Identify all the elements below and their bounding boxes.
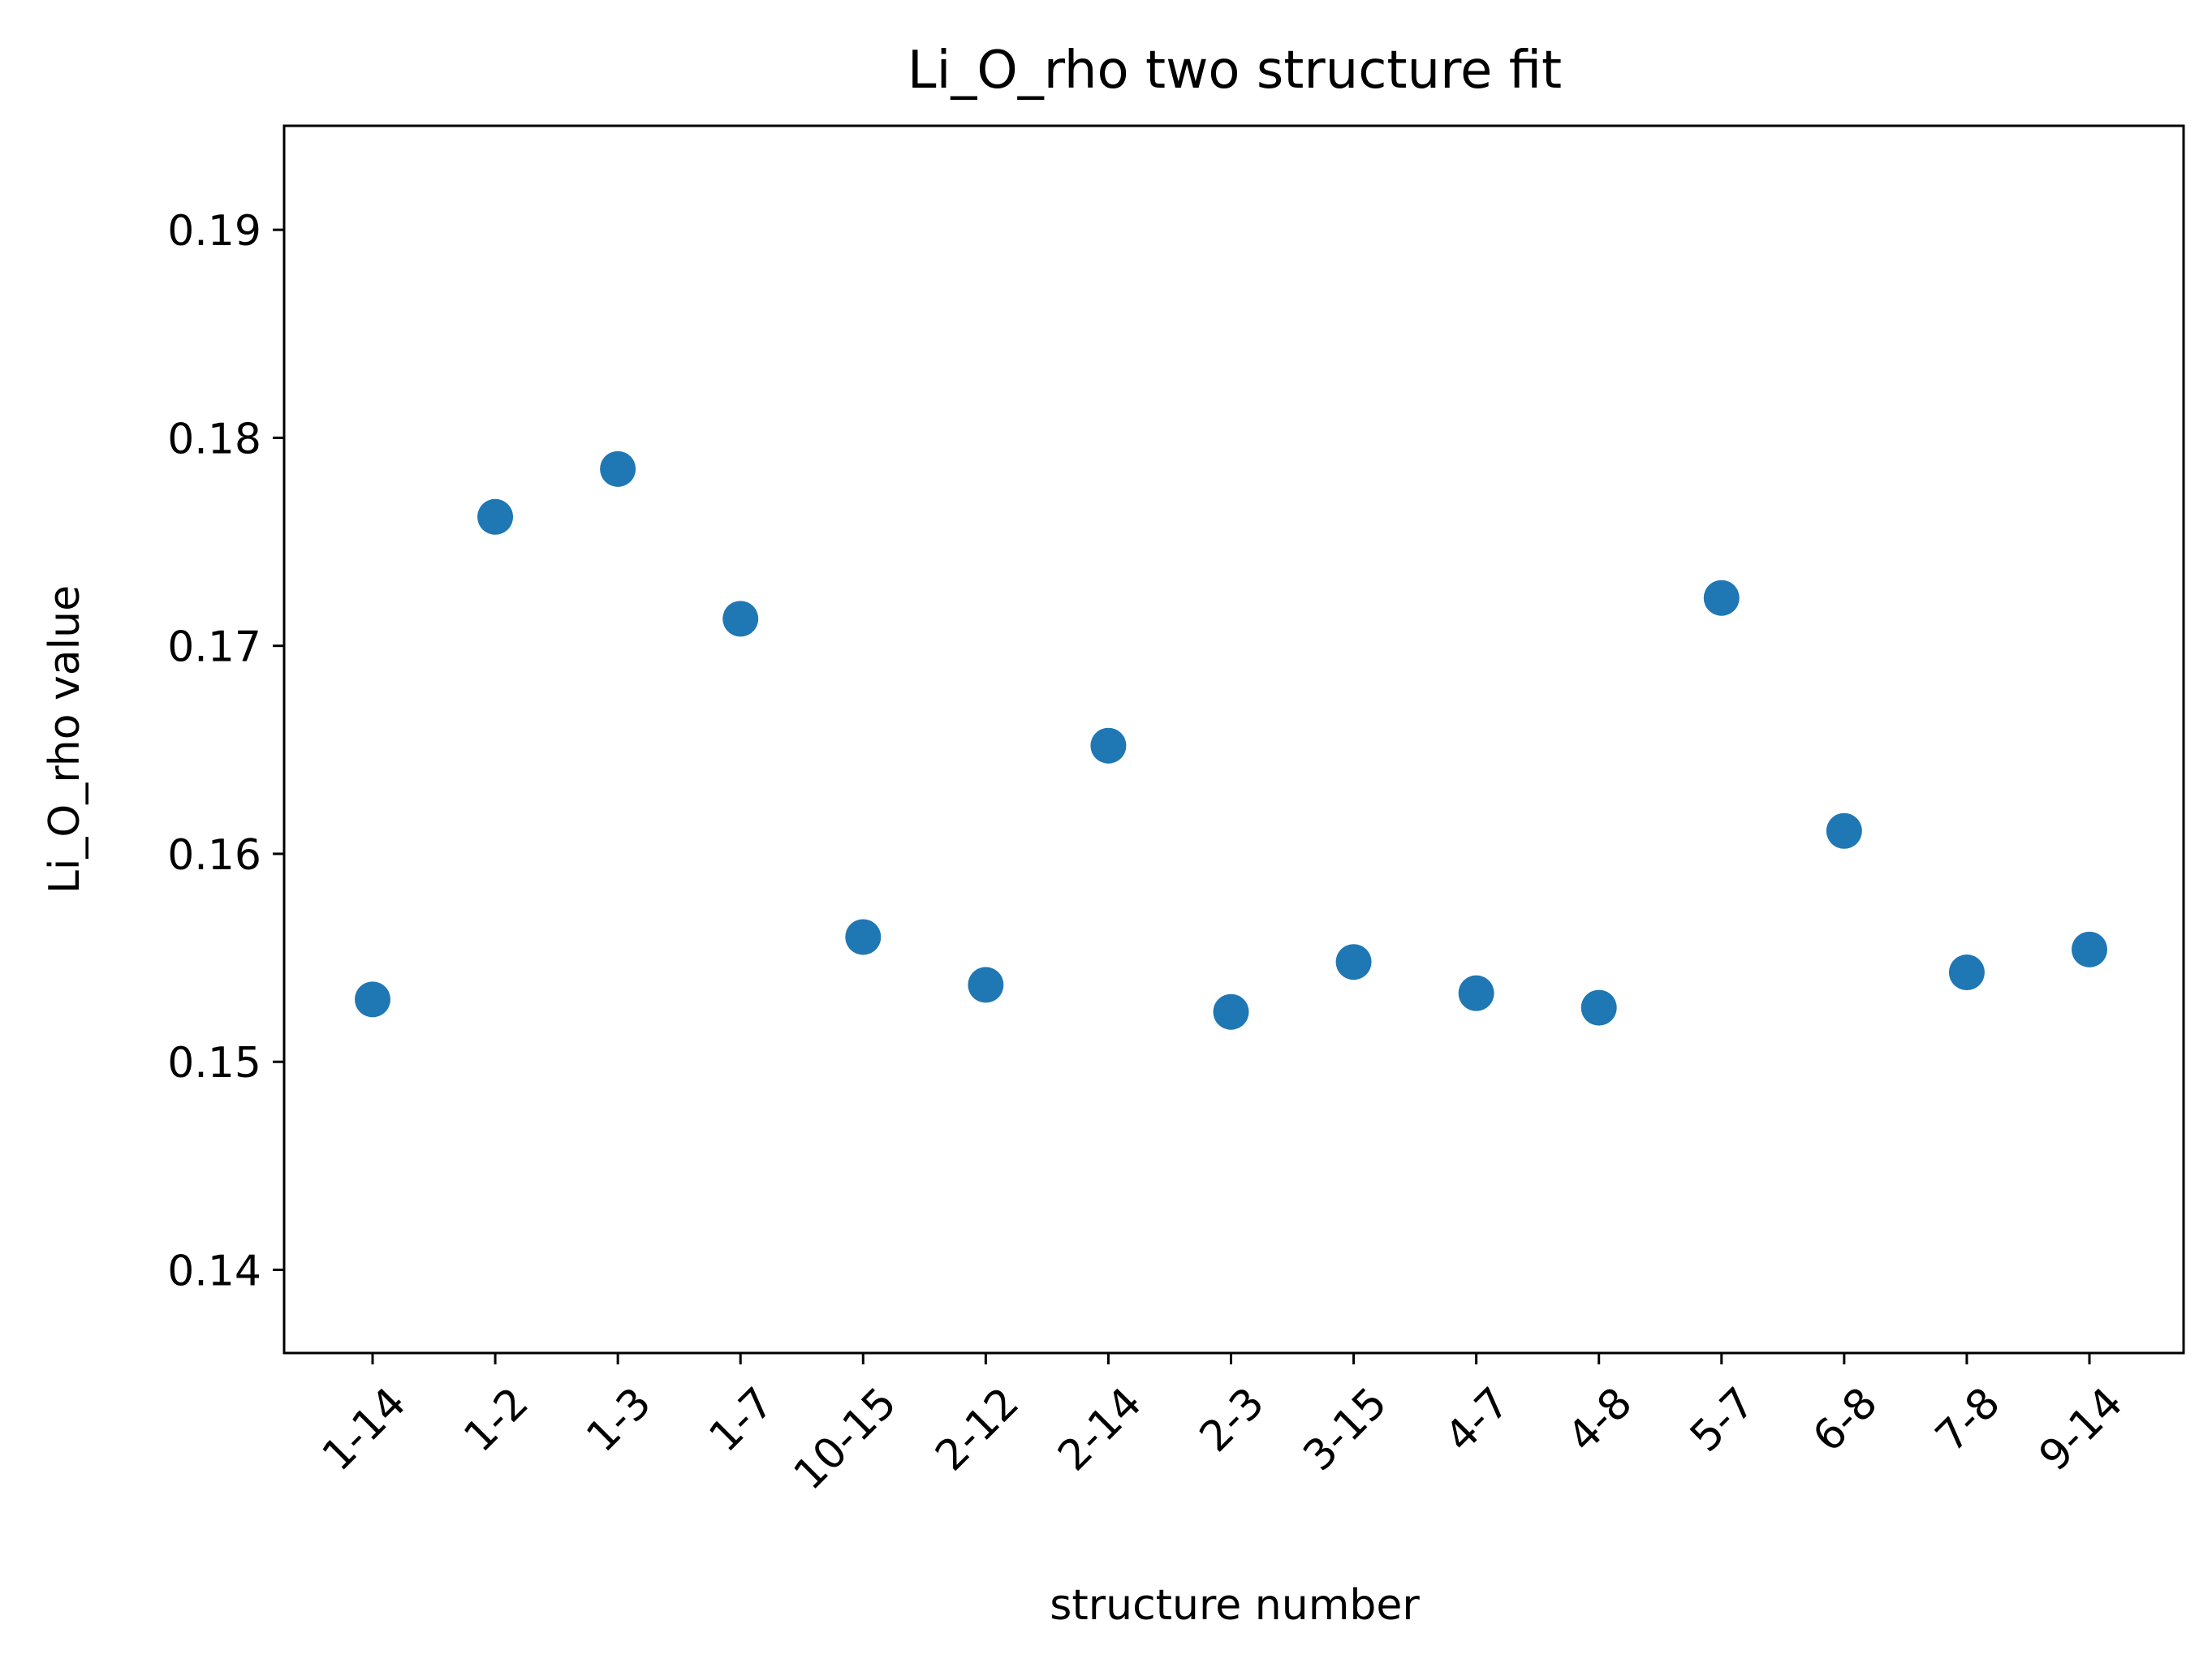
- data-point: [1213, 993, 1249, 1030]
- data-point: [477, 498, 514, 535]
- data-point: [355, 981, 390, 1018]
- y-tick-label: 0.16: [167, 831, 261, 880]
- chart-title: Li_O_rho two structure fit: [908, 41, 1562, 101]
- data-point: [1458, 975, 1494, 1011]
- y-axis-label: Li_O_rho value: [41, 585, 89, 894]
- data-point: [845, 919, 882, 955]
- y-tick-label: 0.14: [167, 1247, 261, 1295]
- data-point: [2072, 931, 2107, 967]
- data-point: [600, 450, 636, 487]
- data-point: [968, 967, 1004, 1003]
- y-tick-label: 0.15: [167, 1039, 261, 1088]
- data-point: [1580, 989, 1617, 1026]
- y-tick-label: 0.19: [167, 207, 261, 256]
- data-point: [1826, 812, 1862, 849]
- data-point: [1948, 955, 1985, 991]
- y-tick-label: 0.17: [167, 623, 261, 672]
- points-layer: [355, 450, 2107, 1030]
- y-tick-label: 0.18: [167, 415, 261, 463]
- data-point: [722, 601, 759, 637]
- plot-frame: [282, 124, 2185, 1355]
- data-point: [1703, 580, 1740, 616]
- data-point: [1335, 944, 1372, 980]
- x-axis-label: structure number: [1050, 1581, 1420, 1630]
- data-point: [1090, 727, 1127, 764]
